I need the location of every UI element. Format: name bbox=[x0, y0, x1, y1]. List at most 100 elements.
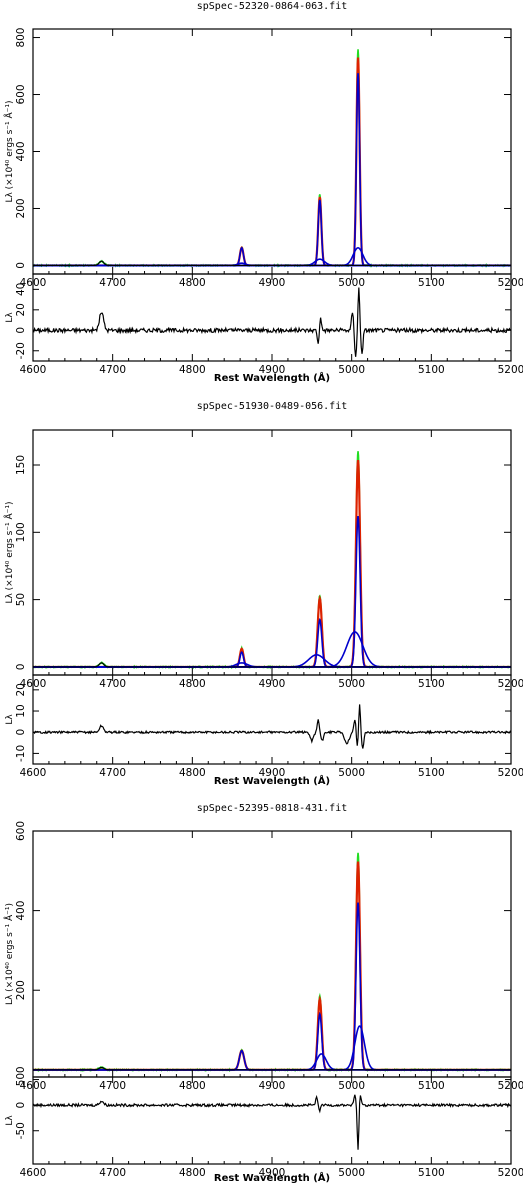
heii-line bbox=[33, 662, 511, 668]
x-tick-label-upper: 5200 bbox=[498, 277, 523, 289]
x-tick-label-upper: 5200 bbox=[498, 678, 523, 690]
y-tick-label: 0 bbox=[15, 664, 27, 671]
x-tick-label-upper: 5000 bbox=[338, 277, 365, 289]
x-tick-label: 5100 bbox=[418, 1167, 445, 1179]
data-spectrum-line bbox=[32, 49, 512, 268]
component-line-5 bbox=[33, 73, 511, 267]
residual-line bbox=[32, 704, 512, 749]
x-tick-label: 4700 bbox=[99, 364, 126, 376]
model-fit-line bbox=[33, 460, 511, 669]
x-tick-label: 4800 bbox=[179, 767, 206, 779]
x-tick-label-upper: 4800 bbox=[179, 277, 206, 289]
x-tick-label: 4600 bbox=[20, 767, 47, 779]
y-tick-label: 800 bbox=[15, 28, 27, 48]
y-axis-label: Lλ (×10⁴⁰ ergs s⁻¹ Å⁻¹) bbox=[3, 100, 15, 202]
x-tick-label-upper: 5100 bbox=[418, 1080, 445, 1092]
x-tick-label: 5000 bbox=[338, 1167, 365, 1179]
residual-y-tick-label: -50 bbox=[15, 1122, 27, 1139]
x-tick-label-upper: 4700 bbox=[99, 1080, 126, 1092]
x-tick-label: 5100 bbox=[418, 364, 445, 376]
x-tick-label-upper: 4600 bbox=[20, 277, 47, 289]
x-axis-label: Rest Wavelength (Å) bbox=[214, 1171, 330, 1184]
component-line-5 bbox=[33, 516, 511, 668]
x-tick-label-upper: 4800 bbox=[179, 1080, 206, 1092]
x-tick-label: 4600 bbox=[20, 1167, 47, 1179]
y-tick-label: 100 bbox=[15, 522, 27, 542]
x-tick-label: 5100 bbox=[418, 767, 445, 779]
component-line-3 bbox=[33, 199, 511, 267]
x-tick-label-upper: 4900 bbox=[259, 277, 286, 289]
model-fit-line bbox=[33, 861, 511, 1071]
x-tick-label: 4900 bbox=[259, 767, 286, 779]
x-tick-label-upper: 4800 bbox=[179, 678, 206, 690]
component-line-1 bbox=[33, 1049, 511, 1071]
x-tick-label-upper: 4600 bbox=[20, 1080, 47, 1092]
x-tick-label: 4800 bbox=[179, 364, 206, 376]
residual-y-tick-label: 0 bbox=[15, 1102, 27, 1109]
x-tick-label: 4800 bbox=[179, 1167, 206, 1179]
x-tick-label: 5000 bbox=[338, 364, 365, 376]
heii-line bbox=[33, 260, 511, 267]
model-fit-line bbox=[33, 57, 511, 267]
y-tick-label: 400 bbox=[15, 901, 27, 921]
y-tick-label: 50 bbox=[15, 593, 27, 606]
residual-y-tick-label: 0 bbox=[15, 729, 27, 736]
x-tick-label: 4900 bbox=[259, 1167, 286, 1179]
x-tick-label-upper: 4600 bbox=[20, 678, 47, 690]
x-tick-label-upper: 5200 bbox=[498, 1080, 523, 1092]
x-tick-label: 4700 bbox=[99, 767, 126, 779]
y-tick-label: 200 bbox=[15, 980, 27, 1000]
residual-y-tick-label: 20 bbox=[15, 683, 27, 696]
chart-3: spSpec-52395-0818-431.fit 0 200 400 600 Lλ (×… bbox=[3, 803, 523, 1184]
y-tick-label: 600 bbox=[15, 84, 27, 104]
x-tick-label-upper: 5000 bbox=[338, 678, 365, 690]
y-tick-label: 600 bbox=[15, 821, 27, 841]
chart-title: spSpec-52320-0864-063.fit bbox=[197, 1, 348, 12]
y-tick-label: 0 bbox=[15, 1066, 27, 1073]
x-tick-label: 5200 bbox=[498, 364, 523, 376]
x-tick-label: 5200 bbox=[498, 1167, 523, 1179]
x-tick-label-upper: 4700 bbox=[99, 277, 126, 289]
residual-y-tick-label: 0 bbox=[15, 327, 27, 334]
y-tick-label: 150 bbox=[15, 455, 27, 475]
y-tick-label: 0 bbox=[15, 262, 27, 269]
x-axis-label: Rest Wavelength (Å) bbox=[214, 774, 330, 787]
data-spectrum-line bbox=[32, 451, 512, 670]
x-tick-label: 4700 bbox=[99, 1167, 126, 1179]
heii-line bbox=[33, 1066, 511, 1071]
component-line-4 bbox=[33, 902, 511, 1071]
residual-y-tick-label: 40 bbox=[15, 283, 27, 296]
main-plot-frame bbox=[32, 28, 512, 275]
y-axis-label: Lλ (×10⁴⁰ ergs s⁻¹ Å⁻¹) bbox=[3, 501, 15, 603]
component-line-2 bbox=[33, 1011, 511, 1071]
component-line-3 bbox=[33, 617, 511, 668]
residual-y-axis-label: Lλ bbox=[5, 1115, 15, 1126]
chart-title: spSpec-51930-0489-056.fit bbox=[197, 401, 348, 412]
residual-y-tick-label: 20 bbox=[15, 303, 27, 316]
x-tick-label-upper: 5100 bbox=[418, 678, 445, 690]
residual-y-tick-label: 10 bbox=[15, 704, 27, 717]
x-tick-label-upper: 5000 bbox=[338, 1080, 365, 1092]
chart-1: spSpec-52320-0864-063.fit0200400600800Lλ… bbox=[3, 1, 523, 384]
component-line-5 bbox=[33, 1025, 511, 1071]
x-tick-label: 4900 bbox=[259, 364, 286, 376]
x-tick-label-upper: 4900 bbox=[259, 1080, 286, 1092]
x-tick-label: 4600 bbox=[20, 364, 47, 376]
component-line-6 bbox=[33, 631, 511, 668]
x-axis-label: Rest Wavelength (Å) bbox=[214, 371, 330, 384]
main-plot-frame bbox=[32, 830, 512, 1078]
residual-line bbox=[32, 1094, 512, 1150]
residual-y-tick-label: 50 bbox=[15, 1073, 27, 1086]
x-tick-label-upper: 4900 bbox=[259, 678, 286, 690]
residual-line bbox=[32, 287, 512, 357]
residual-y-axis-label: Lλ bbox=[5, 312, 15, 323]
y-axis-label: Lλ (×10⁴⁰ ergs s⁻¹ Å⁻¹) bbox=[3, 903, 15, 1005]
residual-y-axis-label: Lλ bbox=[5, 714, 15, 725]
residual-y-tick-label: -10 bbox=[15, 745, 27, 762]
x-tick-label: 5200 bbox=[498, 767, 523, 779]
residual-y-tick-label: -20 bbox=[15, 342, 27, 359]
x-tick-label: 5000 bbox=[338, 767, 365, 779]
x-tick-label-upper: 4700 bbox=[99, 678, 126, 690]
